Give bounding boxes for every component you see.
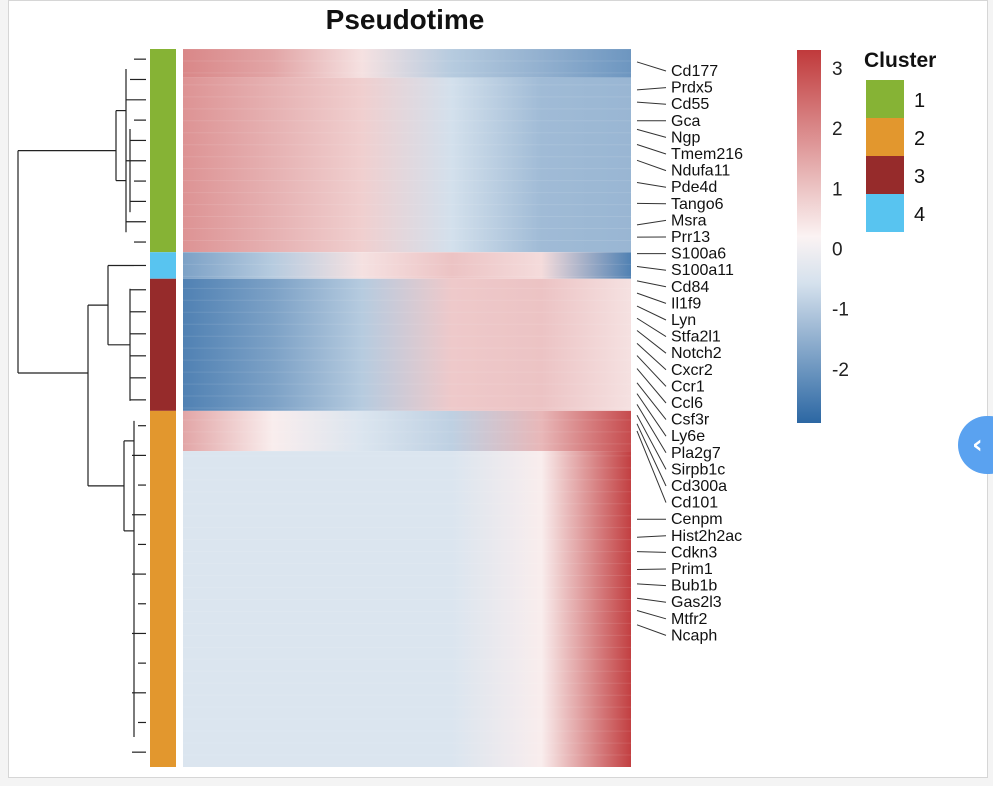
gene-label: Cenpm <box>671 511 723 528</box>
gene-label: Ndufa11 <box>671 163 730 180</box>
gene-connector <box>636 423 667 487</box>
legend-swatch-4 <box>866 194 904 232</box>
gene-connector <box>636 219 667 226</box>
gene-label: Cxcr2 <box>671 362 713 379</box>
legend-label: 3 <box>914 166 925 188</box>
scale-tick-label: 1 <box>832 179 843 200</box>
gene-connector <box>636 583 667 587</box>
gene-label: Gas2l3 <box>671 594 722 611</box>
gene-connector <box>636 182 667 188</box>
gene-label: Ngp <box>671 129 700 146</box>
gene-label: Cd300a <box>671 478 727 495</box>
gene-connector <box>636 343 667 371</box>
gene-connector <box>636 414 667 470</box>
gene-connector <box>636 61 667 72</box>
legend-swatch-2 <box>866 118 904 156</box>
gene-connector <box>636 368 667 404</box>
gene-connector <box>636 355 667 387</box>
gene-connector <box>636 159 667 172</box>
gene-label: Ccl6 <box>671 395 703 412</box>
row-dendrogram <box>17 58 146 753</box>
gene-label: S100a6 <box>671 246 726 263</box>
gene-connector <box>636 609 667 620</box>
gene-label: Cd84 <box>671 279 709 296</box>
gene-label: Pla2g7 <box>671 445 721 462</box>
legend-label: 1 <box>914 90 925 112</box>
gene-label: Sirpb1c <box>671 461 725 478</box>
heatmap-row-block <box>183 49 631 78</box>
gene-label: Ccr1 <box>671 378 705 395</box>
gene-connector <box>636 101 667 105</box>
gene-label: Csf3r <box>671 412 710 429</box>
gene-label: Ncaph <box>671 627 717 644</box>
gene-label: Cd55 <box>671 96 709 113</box>
gene-connector <box>636 266 667 271</box>
gene-connector <box>636 292 667 304</box>
legend-swatch-1 <box>866 80 904 118</box>
gene-connector <box>636 317 667 338</box>
gene-label: Il1f9 <box>671 295 701 312</box>
heatmap-row-block <box>183 278 631 411</box>
gene-label: Gca <box>671 113 700 130</box>
gene-label: S100a11 <box>671 262 734 279</box>
gene-label: Tango6 <box>671 196 724 213</box>
gene-label: Notch2 <box>671 345 722 362</box>
gene-label: Pde4d <box>671 179 717 196</box>
scale-tick-label: 2 <box>832 119 843 140</box>
cluster-segment-2 <box>150 410 176 767</box>
gene-label: Bub1b <box>671 578 717 595</box>
gene-label: Cd101 <box>671 495 718 512</box>
gene-connector <box>636 144 667 155</box>
gene-label: Ly6e <box>671 428 705 445</box>
gene-connector <box>636 535 667 538</box>
gene-connector <box>636 624 667 636</box>
gene-label: Cdkn3 <box>671 544 717 561</box>
gene-label: Prr13 <box>671 229 710 246</box>
heatmap-rows <box>183 48 631 767</box>
gene-connector <box>636 551 667 553</box>
gene-connector <box>636 597 667 603</box>
gene-connector <box>636 382 667 420</box>
cluster-legend: 1 2 3 4 <box>866 80 925 232</box>
gene-label: Msra <box>671 212 707 229</box>
gene-label: Hist2h2ac <box>671 528 742 545</box>
gene-label: Stfa2l1 <box>671 329 721 346</box>
gene-connector <box>636 305 667 321</box>
legend-label: 4 <box>914 204 925 226</box>
gene-label: Lyn <box>671 312 696 329</box>
chart-title: Pseudotime <box>325 4 485 35</box>
color-scale-gradient <box>797 50 821 423</box>
heatmap-row-block <box>183 77 631 253</box>
color-scale-bar: 3 2 1 0 -1 -2 <box>797 50 849 423</box>
cluster-segment-1 <box>150 49 176 253</box>
cluster-segment-3 <box>150 278 176 411</box>
legend-title: Cluster <box>864 49 937 72</box>
gene-connector <box>636 430 667 503</box>
gene-label: Prim1 <box>671 561 713 578</box>
scale-tick-label: 3 <box>832 59 843 80</box>
heatmap-row-block <box>183 451 631 767</box>
cluster-annotation-bar <box>150 49 176 767</box>
cluster-segment-4 <box>150 252 176 279</box>
gene-connector <box>636 393 667 437</box>
legend-label: 2 <box>914 128 925 150</box>
gene-connector <box>636 568 667 571</box>
heatmap-row-block <box>183 410 631 452</box>
gene-connector <box>636 330 667 354</box>
heatmap-row-block <box>183 252 631 279</box>
gene-label: Tmem216 <box>671 146 743 163</box>
scale-tick-label: -1 <box>832 300 849 321</box>
gene-labels: Cd177Prdx5Cd55GcaNgpTmem216Ndufa11Pde4dT… <box>636 61 743 644</box>
scale-tick-label: 0 <box>832 240 843 261</box>
scale-tick-label: -2 <box>832 360 849 381</box>
gene-label: Mtfr2 <box>671 611 708 628</box>
gene-label: Cd177 <box>671 63 718 80</box>
gene-label: Prdx5 <box>671 80 713 97</box>
gene-connector <box>636 280 667 288</box>
gene-connector <box>636 87 667 91</box>
gene-connector <box>636 404 667 454</box>
gene-connector <box>636 128 667 138</box>
legend-swatch-3 <box>866 156 904 194</box>
